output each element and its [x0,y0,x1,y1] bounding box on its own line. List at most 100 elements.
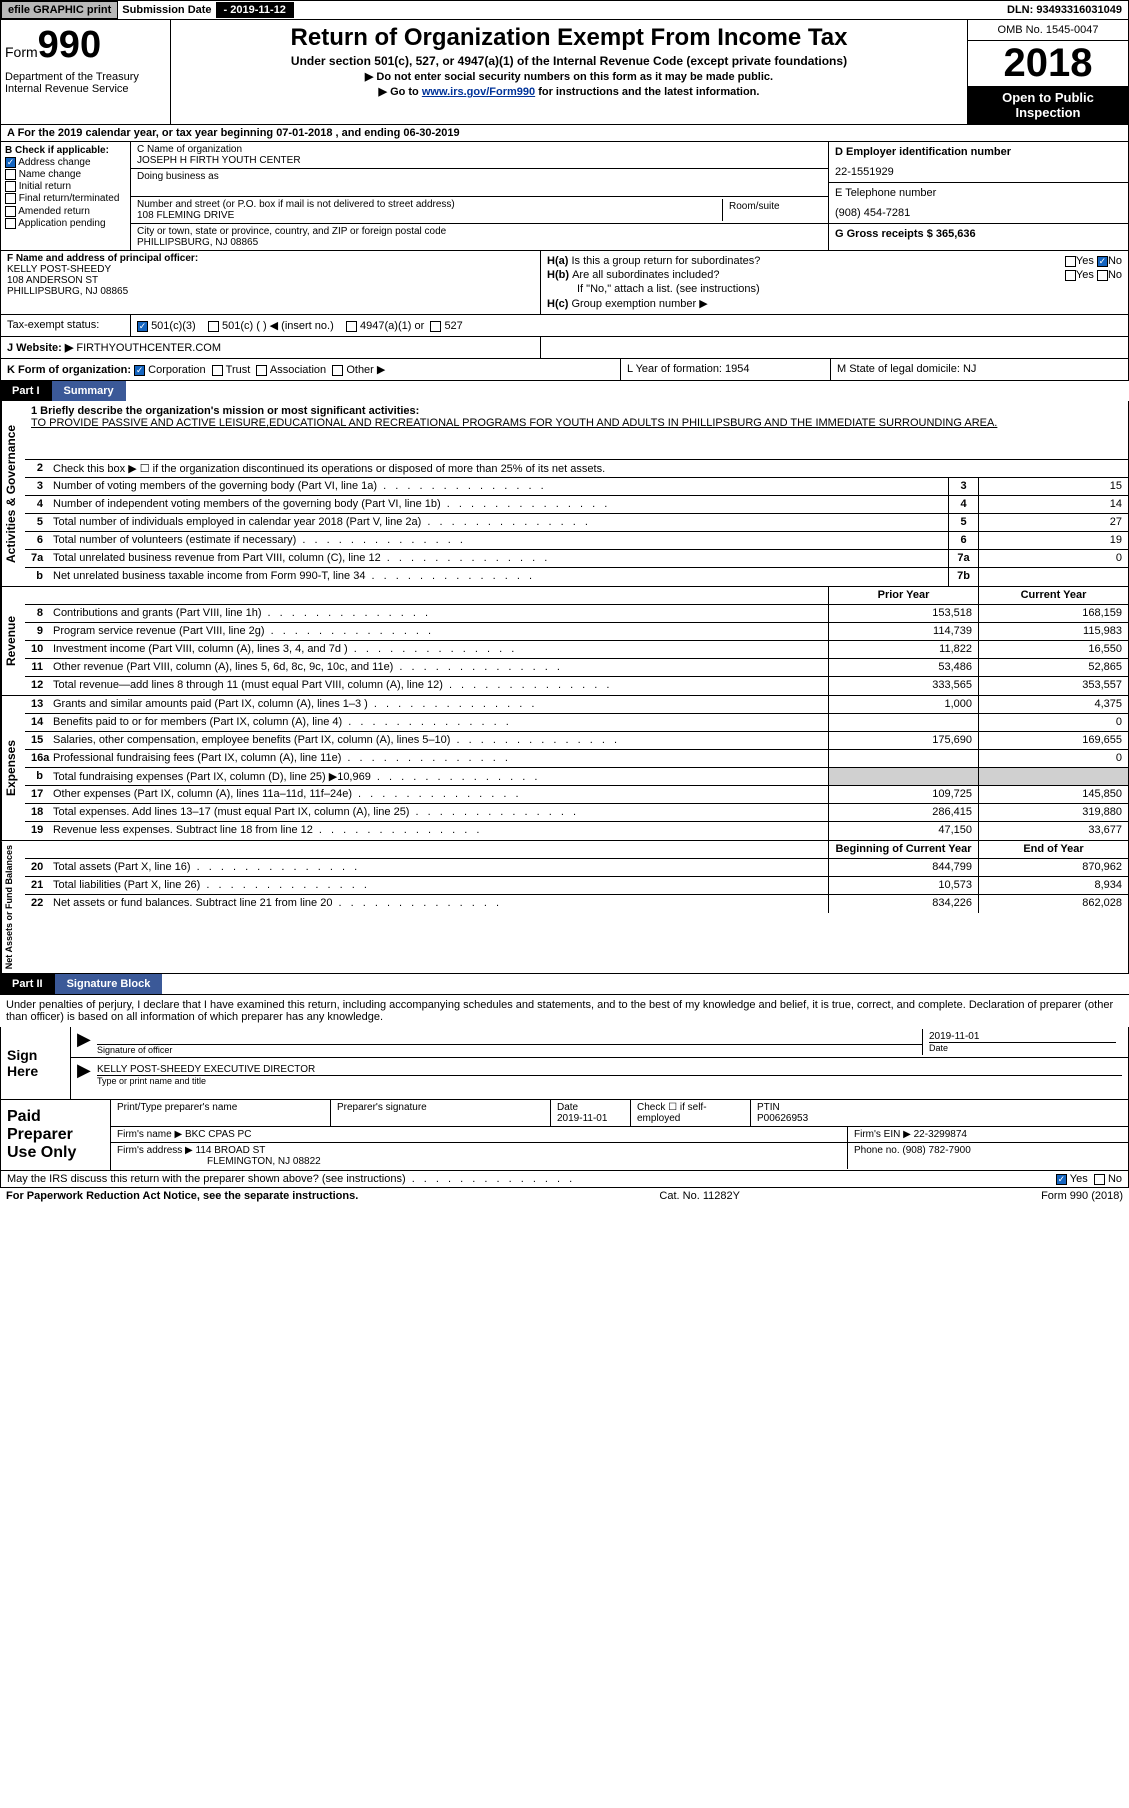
efile-button[interactable]: efile GRAPHIC print [1,1,118,19]
phone-label: E Telephone number [835,187,1122,199]
checkbox-address[interactable] [5,157,16,168]
section-tax: Tax-exempt status: 501(c)(3) 501(c) ( ) … [0,315,1129,337]
tax-501c3[interactable] [137,321,148,332]
rev-line-9: Program service revenue (Part VIII, line… [49,623,828,640]
k-trust[interactable] [212,365,223,376]
part-2-num: Part II [0,974,55,994]
exp-line-b: Total fundraising expenses (Part IX, col… [49,768,828,785]
ptin-label: PTIN [757,1102,1122,1113]
arrow-icon: ▶ [77,1060,97,1086]
omb-number: OMB No. 1545-0047 [968,20,1128,41]
city-label: City or town, state or province, country… [137,226,822,237]
checkbox-amended[interactable] [5,206,16,217]
checkbox-initial[interactable] [5,181,16,192]
net-line-20: Total assets (Part X, line 16) [49,859,828,876]
website-label: J Website: ▶ [7,342,73,354]
discuss-no[interactable] [1094,1174,1105,1185]
rev-prior-12: 333,565 [828,677,978,695]
officer-name: KELLY POST-SHEEDY [7,264,534,275]
exp-prior-16a [828,750,978,767]
sign-here-block: Sign Here ▶ Signature of officer 2019-11… [0,1027,1129,1100]
state-domicile: M State of legal domicile: NJ [831,359,1128,380]
form-version: Form 990 (2018) [1041,1190,1123,1202]
part-2-header: Part II Signature Block [0,974,1129,994]
checkbox-name[interactable] [5,169,16,180]
exp-prior-b [828,768,978,785]
rev-current-12: 353,557 [978,677,1128,695]
officer-sig-label: Signature of officer [97,1044,922,1055]
hb-no[interactable] [1097,270,1108,281]
expenses-label: Expenses [1,696,25,840]
dba-label: Doing business as [137,171,822,182]
exp-current-19: 33,677 [978,822,1128,840]
checkbox-pending[interactable] [5,218,16,229]
tax-527[interactable] [430,321,441,332]
box-6: 6 [948,532,978,549]
k-corp[interactable] [134,365,145,376]
rev-prior-11: 53,486 [828,659,978,676]
exp-current-17: 145,850 [978,786,1128,803]
exp-current-15: 169,655 [978,732,1128,749]
website-value: FIRTHYOUTHCENTER.COM [76,342,221,354]
exp-current-b [978,768,1128,785]
exp-line-18: Total expenses. Add lines 13–17 (must eq… [49,804,828,821]
top-bar: efile GRAPHIC print Submission Date - 20… [0,0,1129,20]
ein-label: D Employer identification number [835,146,1122,158]
firm-phone: (908) 782-7900 [902,1145,970,1156]
tax-501c[interactable] [208,321,219,332]
ptin-value: P00626953 [757,1113,1122,1124]
tax-opts: 501(c)(3) 501(c) ( ) ◀ (insert no.) 4947… [131,315,1128,336]
rev-prior-9: 114,739 [828,623,978,640]
cat-number: Cat. No. 11282Y [659,1190,740,1202]
rev-line-12: Total revenue—add lines 8 through 11 (mu… [49,677,828,695]
line-2: Check this box ▶ ☐ if the organization d… [49,460,1128,477]
rev-line-10: Investment income (Part VIII, column (A)… [49,641,828,658]
firm-addr-label: Firm's address ▶ [117,1145,193,1156]
k-other[interactable] [332,365,343,376]
exp-prior-14 [828,714,978,731]
exp-prior-18: 286,415 [828,804,978,821]
net-line-21: Total liabilities (Part X, line 26) [49,877,828,894]
part-1-title: Summary [52,381,126,401]
addr: 108 FLEMING DRIVE [137,210,722,221]
section-j: J Website: ▶ FIRTHYOUTHCENTER.COM [0,337,1129,359]
tax-4947[interactable] [346,321,357,332]
k-assoc[interactable] [256,365,267,376]
col-f: F Name and address of principal officer:… [1,251,541,314]
exp-current-16a: 0 [978,750,1128,767]
exp-line-19: Revenue less expenses. Subtract line 18 … [49,822,828,840]
firm-name-label: Firm's name ▶ [117,1129,182,1140]
line-4: Number of independent voting members of … [49,496,948,513]
gross-receipts: G Gross receipts $ 365,636 [829,224,1128,244]
netassets-label: Net Assets or Fund Balances [1,841,25,973]
net-prior-20: 844,799 [828,859,978,876]
firm-name: BKC CPAS PC [185,1129,252,1140]
exp-prior-13: 1,000 [828,696,978,713]
addr-label: Number and street (or P.O. box if mail i… [137,199,722,210]
box-3: 3 [948,478,978,495]
prep-date-label: Date [557,1102,624,1113]
checkbox-final[interactable] [5,193,16,204]
form-prefix: Form [5,44,38,60]
year-formation: L Year of formation: 1954 [621,359,831,380]
hb-yes[interactable] [1065,270,1076,281]
irs-link[interactable]: www.irs.gov/Form990 [422,86,535,98]
paperwork-notice: For Paperwork Reduction Act Notice, see … [6,1190,358,1202]
col-h: H(a) Is this a group return for subordin… [541,251,1128,314]
subtitle: Under section 501(c), 527, or 4947(a)(1)… [179,54,959,68]
net-prior-21: 10,573 [828,877,978,894]
ha-yes[interactable] [1065,256,1076,267]
col-c: C Name of organization JOSEPH H FIRTH YO… [131,142,828,250]
section-fh: F Name and address of principal officer:… [0,251,1129,315]
sig-date-value: 2019-11-01 [929,1031,1116,1042]
prior-year-header: Prior Year [828,587,978,604]
preparer-label: Paid Preparer Use Only [1,1100,111,1170]
form-number: 990 [38,24,101,66]
instruction-2: ▶ Go to www.irs.gov/Form990 for instruct… [179,85,959,98]
exp-line-13: Grants and similar amounts paid (Part IX… [49,696,828,713]
discuss-yes[interactable] [1056,1174,1067,1185]
submission-date: - 2019-11-12 [216,2,294,18]
section-bc: B Check if applicable: Address change Na… [0,142,1129,251]
ha-no[interactable] [1097,256,1108,267]
section-k: K Form of organization: Corporation Trus… [0,359,1129,381]
